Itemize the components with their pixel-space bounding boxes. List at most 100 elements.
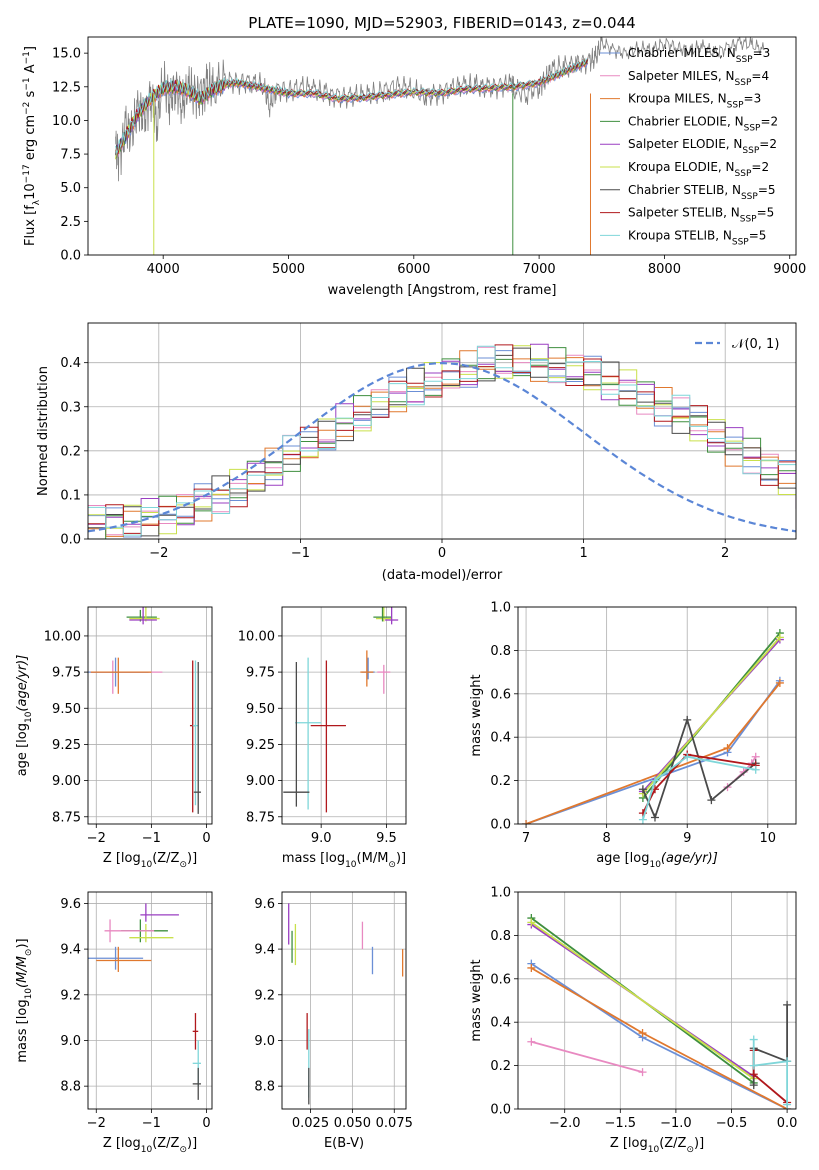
spectrum-xtick-label: 4000 (147, 262, 180, 277)
spectrum-ylabel-part: Flux [f (23, 205, 38, 246)
massZ-ylabel: mass [log10(M/M⊙)] (15, 938, 34, 1062)
ageZ-frame (87, 606, 213, 825)
spectrum-legend-label-part: Kroupa STELIB, N (628, 228, 732, 242)
ageM-xlabel-part: )] (396, 851, 406, 866)
spectrum-legend-label: Kroupa MILES, NSSP=3 (628, 92, 761, 111)
mwAge-xlabel: age [log10(age/yr)] (596, 851, 718, 870)
spectrum-ylabel-part: −2 (22, 102, 32, 115)
spectrum-legend-label-part: =3 (744, 92, 762, 106)
massZ-xtick-label: 0 (202, 1116, 210, 1131)
mass-vs-ebv-panel: 0.025 0.050 0.075 8.8 9.0 9.2 9.4 9.6 E(B-V) (254, 891, 413, 1151)
mwAge-marker (650, 813, 659, 822)
ageZ-ytick-label: 10.00 (44, 629, 81, 644)
spectrum-ylabel-part: 10 (23, 183, 38, 200)
ageZ-xlabel-part: 10 (141, 860, 153, 870)
mwZ-xtick-label: −1.5 (605, 1116, 637, 1131)
massZ-xtick-label: −2 (87, 1116, 106, 1131)
massZ-ylabel-part: ⊙ (24, 949, 34, 957)
mwZ-series-line (752, 1004, 788, 1086)
ageZ-xlabel-part: ⊙ (179, 860, 187, 870)
spectrum-legend-label-part: =2 (751, 160, 769, 174)
mwAge-marker (751, 765, 760, 774)
spectrum-ylabel-part: −1 (22, 51, 32, 64)
spectrum-legend-label-part: =3 (753, 46, 771, 60)
spectrum-ylabel-part: ] (23, 46, 38, 51)
residuals-ytick-label: 0.1 (60, 488, 81, 503)
mwZ-series-line (531, 1040, 643, 1073)
mwAge-xtick-label: 8 (602, 831, 610, 846)
residuals-ytick-label: 0.2 (60, 444, 81, 459)
ageZ-errorbars (88, 607, 201, 814)
spectrum-legend-label-part: SSP (735, 169, 752, 179)
massZ-xlabel-part: (Z/Z (152, 1136, 179, 1151)
mass-z-plot-layer: −2 −1 08.89.09.29.49.6Z [log10(Z/Z⊙)]mass … (15, 891, 213, 1155)
mwZ-marker (749, 1035, 758, 1044)
mwAge-marker (723, 744, 732, 753)
spectrum-xtick-label: 9000 (773, 262, 806, 277)
mwAge-lines (522, 629, 784, 824)
massE-xtick-label: 0.025 (292, 1116, 329, 1131)
ageZ-ytick-label: 9.00 (52, 774, 81, 789)
mwZ-marker (638, 1068, 647, 1077)
ageM-ytick-label: 9.50 (246, 702, 275, 717)
residuals-hists (88, 343, 796, 539)
ageZ-ylabel: age [log10(age/yr)] (15, 655, 34, 777)
massE-ytick-label: 9.2 (254, 988, 275, 1003)
spectrum-lines (115, 37, 765, 255)
spectrum-legend-label: Salpeter MILES, NSSP=4 (628, 69, 769, 88)
spectrum-legend-label-part: SSP (740, 215, 757, 225)
spectrum-ytick-label: 0.0 (60, 249, 81, 264)
mwZ-ytick-label: 1.0 (490, 886, 511, 901)
ageZ-xlabel-part: )] (187, 851, 197, 866)
spectrum-legend-label-part: SSP (744, 123, 761, 133)
spectrum-legend-label-part: SSP (742, 146, 759, 156)
spectrum-legend-label-part: Chabrier ELODIE, N (628, 114, 744, 128)
spectrum-ytick-label: 10.0 (52, 114, 81, 129)
ageZ-xtick-label: −1 (142, 831, 161, 846)
ageZ-ytick-label: 8.75 (52, 810, 81, 825)
spectrum-xtick-label: 7000 (523, 262, 556, 277)
spectrum-legend-label-part: Salpeter ELODIE, N (628, 137, 742, 151)
mwAge-xlabel-part: age [log (596, 851, 649, 866)
ageZ-xtick-label: −2 (87, 831, 106, 846)
ageM-xlabel-part: (M/M (357, 851, 389, 866)
mwAge-ytick-label: 0.4 (490, 731, 511, 746)
spectrum-xlabel: wavelength [Angstrom, rest frame] (328, 283, 557, 298)
mwZ-frame (517, 891, 797, 1110)
spectrum-xtick-label: 8000 (648, 262, 681, 277)
massE-ytick-label: 9.4 (254, 943, 275, 958)
ageZ-ylabel-part: 10 (24, 711, 34, 723)
mwZ-marker (749, 1081, 758, 1090)
mwAge-ytick-label: 0.6 (490, 687, 511, 702)
mwZ-marker (749, 1070, 758, 1079)
spectrum-frame (87, 36, 797, 256)
mwZ-marker (527, 918, 536, 927)
spectrum-ytick-label: 12.5 (52, 80, 81, 95)
residuals-ytick-label: 0.0 (60, 533, 81, 548)
ageM-xlabel-part: 10 (345, 860, 357, 870)
mwZ-xlabel-part: Z [log (610, 1136, 648, 1151)
massZ-xlabel-part: ⊙ (179, 1145, 187, 1155)
massZ-ytick-label: 8.8 (60, 1080, 81, 1095)
mwAge-series-line (642, 755, 756, 820)
mwZ-marker (783, 1000, 792, 1009)
mwAge-series-line (525, 680, 781, 824)
spectrum-legend-label-part: SSP (735, 78, 752, 88)
residuals-panel: −2 −1 0 1 2 0.0 0.1 0.2 0.3 0.4 (data-model)/error… (36, 322, 797, 583)
mwZ-ytick-label: 0.2 (490, 1059, 511, 1074)
residuals-xtick-label: 0 (438, 546, 446, 561)
massZ-ylabel-part: (M/M (15, 956, 30, 988)
mass-ebv-plot-layer: 0.025 0.050 0.075 8.8 9.0 9.2 9.4 9.6 E(B-V) (254, 891, 413, 1151)
spectrum-ylabel: Flux [fλ10−17 erg cm−2 s−1 A−1] (22, 46, 42, 246)
ageM-xlabel: mass [log10(M/M⊙)] (282, 851, 406, 870)
spectrum-ytick-label: 15.0 (52, 47, 81, 62)
ageM-ytick-label: 9.00 (246, 774, 275, 789)
mwAge-xtick-label: 10 (760, 831, 777, 846)
spectrum-legend-label-part: =5 (758, 183, 776, 197)
spectrum-legend-label: Chabrier STELIB, NSSP=5 (628, 183, 776, 202)
spectrum-ytick-label: 7.5 (60, 148, 81, 163)
mwZ-marker (527, 1037, 536, 1046)
